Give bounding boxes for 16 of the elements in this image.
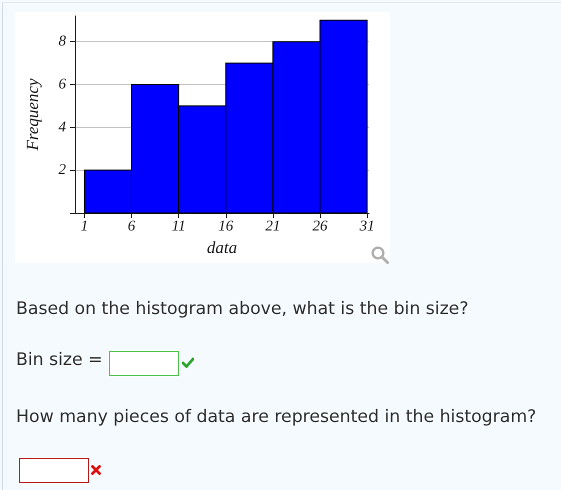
text: Bin size =	[16, 349, 103, 371]
x-axis-title: data	[206, 238, 238, 257]
text: How many pieces of data are represented in the histogram?	[16, 406, 536, 428]
x-tick-label: 26	[312, 218, 328, 234]
y-tick-label: 8	[58, 34, 66, 50]
x-tick-label: 6	[128, 218, 136, 234]
x-tick-label: 31	[358, 218, 375, 234]
x-tick-label: 16	[218, 218, 234, 234]
text: Based on the histogram above, what is the bin size?	[16, 298, 468, 320]
x-tick-label: 1	[80, 218, 88, 234]
y-tick-label: 6	[58, 76, 66, 93]
y-axis-title: Frequency	[23, 78, 42, 152]
y-tick-label: 4	[58, 119, 66, 136]
x-tick-label: 21	[265, 218, 280, 234]
x-tick-label: 11	[172, 218, 186, 234]
y-tick-label: 2	[58, 162, 66, 178]
